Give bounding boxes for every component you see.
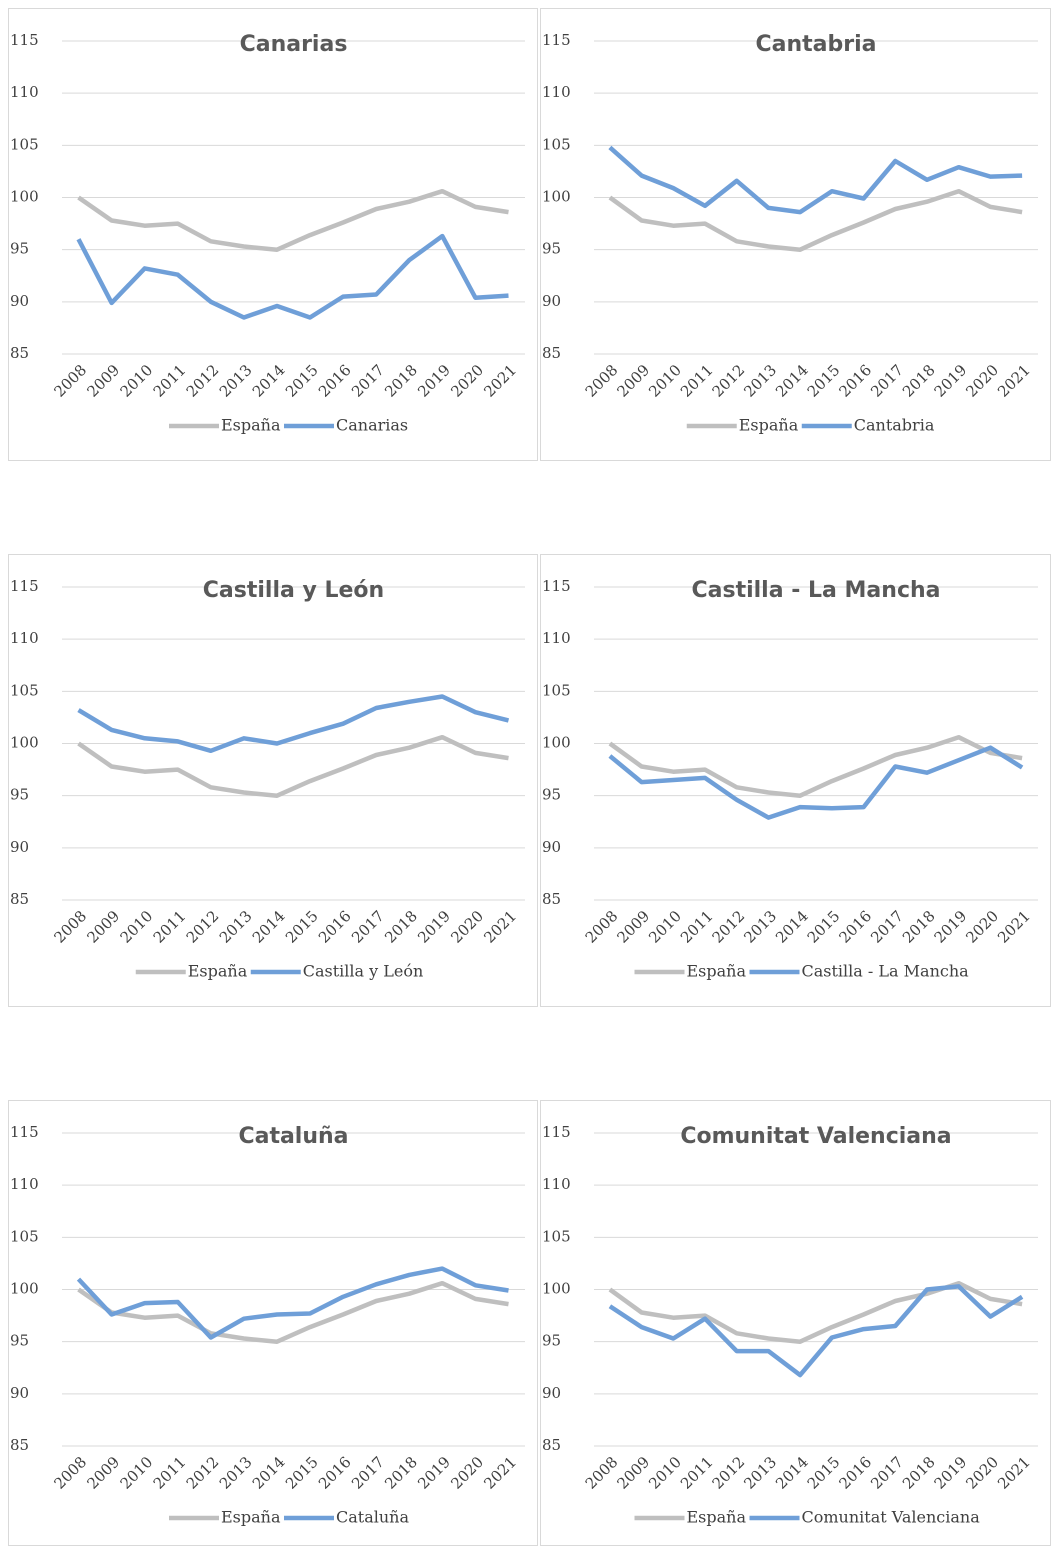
- line-series: [608, 1284, 1024, 1378]
- line-series: [608, 745, 1024, 820]
- chart-title: Castilla y León: [203, 578, 384, 603]
- y-tick-label: 95: [10, 1332, 29, 1350]
- y-tick-label: 115: [542, 1123, 571, 1141]
- legend-label: Comunitat Valenciana: [802, 1508, 981, 1527]
- y-tick-label: 90: [542, 1384, 561, 1402]
- y-tick-label: 90: [10, 292, 29, 310]
- y-tick-label: 90: [10, 1384, 29, 1402]
- legend-label: Castilla - La Mancha: [802, 962, 970, 981]
- y-tick-label: 100: [10, 734, 39, 752]
- y-tick-label: 100: [542, 734, 571, 752]
- legend-label: Cantabria: [854, 416, 935, 435]
- line-series: [77, 694, 510, 754]
- y-tick-label: 110: [542, 1175, 571, 1193]
- y-tick-label: 105: [10, 681, 39, 699]
- y-tick-label: 85: [542, 890, 561, 908]
- legend-label: Castilla y León: [303, 962, 424, 981]
- y-tick-label: 95: [542, 240, 561, 258]
- y-tick-label: 85: [10, 1436, 29, 1454]
- y-tick-label: 110: [542, 629, 571, 647]
- y-tick-label: 100: [542, 188, 571, 206]
- line-series: [76, 233, 509, 320]
- y-tick-label: 110: [10, 1175, 39, 1193]
- panel-border: [540, 554, 1051, 1007]
- y-tick-label: 110: [10, 629, 39, 647]
- panel-border: [540, 8, 1051, 461]
- y-tick-label: 90: [10, 838, 29, 856]
- legend-label: España: [188, 962, 248, 981]
- line-series: [76, 1266, 509, 1340]
- chart-title: Castilla - La Mancha: [692, 578, 941, 603]
- y-tick-label: 105: [542, 1227, 571, 1245]
- line-series: [608, 734, 1023, 798]
- y-tick-label: 95: [542, 786, 561, 804]
- chart-panel: 8590951001051101152008200920102011201220…: [8, 1100, 538, 1546]
- y-tick-label: 100: [542, 1280, 571, 1298]
- legend-label: Canarias: [336, 416, 408, 435]
- panel-border: [8, 1100, 538, 1546]
- panel-border: [8, 554, 538, 1007]
- chart-title: Cataluña: [238, 1124, 348, 1149]
- y-tick-label: 105: [542, 681, 571, 699]
- chart-title: Comunitat Valenciana: [680, 1124, 951, 1149]
- legend-label: España: [221, 1508, 281, 1527]
- y-tick-label: 115: [10, 1123, 39, 1141]
- legend-label: España: [687, 962, 747, 981]
- chart-panel: 8590951001051101152008200920102011201220…: [8, 8, 538, 461]
- y-tick-label: 95: [10, 240, 29, 258]
- line-series: [77, 1280, 509, 1344]
- legend-label: España: [687, 1508, 747, 1527]
- y-tick-label: 115: [542, 31, 571, 49]
- y-tick-label: 115: [10, 577, 39, 595]
- y-tick-label: 95: [542, 1332, 561, 1350]
- y-tick-label: 100: [10, 188, 39, 206]
- line-series: [608, 188, 1023, 252]
- y-tick-label: 100: [10, 1280, 39, 1298]
- y-tick-label: 90: [542, 838, 561, 856]
- y-tick-label: 85: [10, 890, 29, 908]
- y-tick-label: 90: [542, 292, 561, 310]
- y-tick-label: 115: [10, 31, 39, 49]
- y-tick-label: 105: [542, 135, 571, 153]
- y-tick-label: 110: [10, 83, 39, 101]
- legend-label: Cataluña: [336, 1508, 409, 1527]
- y-tick-label: 85: [542, 1436, 561, 1454]
- panel-border: [540, 1100, 1051, 1546]
- y-tick-label: 105: [10, 135, 39, 153]
- line-series: [77, 734, 509, 798]
- chart-panel: 8590951001051101152008200920102011201220…: [8, 554, 538, 1007]
- panel-border: [8, 8, 538, 461]
- y-tick-label: 95: [10, 786, 29, 804]
- y-tick-label: 105: [10, 1227, 39, 1245]
- chart-panel: 8590951001051101152008200920102011201220…: [540, 1100, 1051, 1546]
- y-tick-label: 110: [542, 83, 571, 101]
- y-tick-label: 115: [542, 577, 571, 595]
- legend-label: España: [739, 416, 799, 435]
- chart-panel: 8590951001051101152008200920102011201220…: [540, 554, 1051, 1007]
- chart-title: Cantabria: [756, 32, 877, 57]
- chart-panel: 8590951001051101152008200920102011201220…: [540, 8, 1051, 461]
- y-tick-label: 85: [10, 344, 29, 362]
- y-tick-label: 85: [542, 344, 561, 362]
- legend-label: España: [221, 416, 281, 435]
- chart-title: Canarias: [240, 32, 348, 57]
- line-series: [77, 188, 509, 252]
- line-series: [608, 145, 1023, 215]
